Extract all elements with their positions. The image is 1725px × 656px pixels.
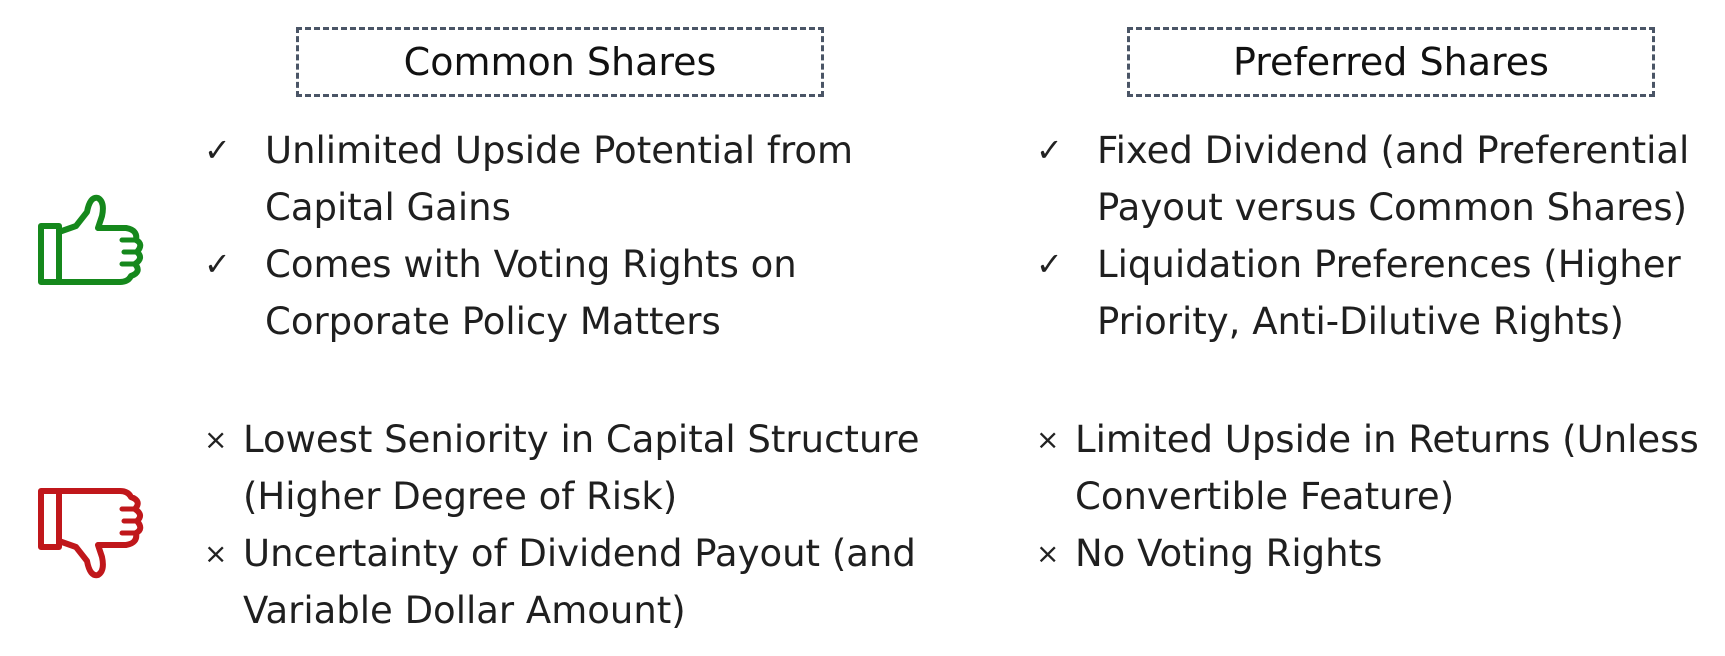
common-shares-title: Common Shares [403, 40, 717, 84]
check-icon: ✓ [204, 245, 231, 283]
preferred-shares-title: Preferred Shares [1233, 40, 1549, 84]
preferred-pros-list: ✓ Fixed Dividend (and Preferential Payou… [1036, 122, 1716, 350]
item-text: Unlimited Upside Potential from Capital … [265, 129, 854, 229]
item-text: Uncertainty of Dividend Payout (and Vari… [243, 532, 916, 632]
list-item: ✓ Unlimited Upside Potential from Capita… [204, 122, 884, 236]
check-icon: ✓ [1036, 131, 1063, 169]
item-text: Fixed Dividend (and Preferential Payout … [1097, 129, 1690, 229]
list-item: ✓ Fixed Dividend (and Preferential Payou… [1036, 122, 1716, 236]
item-text: Comes with Voting Rights on Corporate Po… [265, 243, 797, 343]
item-text: Lowest Seniority in Capital Structure (H… [243, 418, 920, 518]
cross-icon: × [204, 423, 228, 456]
list-item: × Limited Upside in Returns (Unless Conv… [1036, 411, 1720, 525]
list-item: ✓ Liquidation Preferences (Higher Priori… [1036, 236, 1716, 350]
item-text: Limited Upside in Returns (Unless Conver… [1075, 418, 1699, 518]
common-cons-list: × Lowest Seniority in Capital Structure … [204, 411, 944, 639]
cross-icon: × [1036, 423, 1060, 456]
thumbs-down-icon [38, 488, 144, 579]
list-item: × No Voting Rights [1036, 525, 1720, 582]
list-item: ✓ Comes with Voting Rights on Corporate … [204, 236, 884, 350]
preferred-shares-header: Preferred Shares [1127, 27, 1655, 97]
item-text: No Voting Rights [1075, 532, 1383, 575]
cross-icon: × [1036, 537, 1060, 570]
common-pros-list: ✓ Unlimited Upside Potential from Capita… [204, 122, 884, 350]
list-item: × Uncertainty of Dividend Payout (and Va… [204, 525, 944, 639]
check-icon: ✓ [1036, 245, 1063, 283]
item-text: Liquidation Preferences (Higher Priority… [1097, 243, 1681, 343]
thumbs-up-icon [38, 194, 144, 285]
check-icon: ✓ [204, 131, 231, 169]
common-shares-header: Common Shares [296, 27, 824, 97]
preferred-cons-list: × Limited Upside in Returns (Unless Conv… [1036, 411, 1720, 582]
list-item: × Lowest Seniority in Capital Structure … [204, 411, 944, 525]
cross-icon: × [204, 537, 228, 570]
